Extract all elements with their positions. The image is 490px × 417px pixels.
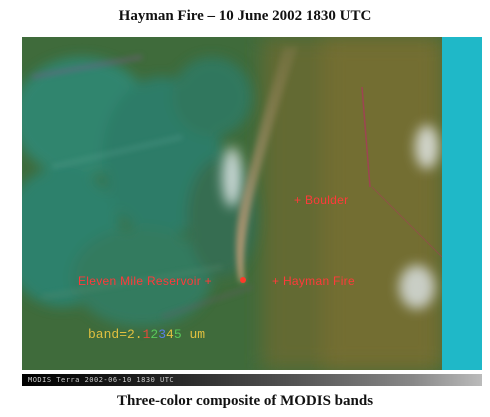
figure-caption: Three-color composite of MODIS bands bbox=[116, 393, 374, 409]
satellite-image-canvas bbox=[22, 37, 482, 370]
label-eleven-mile-reservoir: Eleven Mile Reservoir + bbox=[78, 274, 212, 288]
band-value-5: 5 bbox=[173, 327, 182, 342]
clouds bbox=[222, 125, 439, 309]
boundary-line-2 bbox=[371, 186, 443, 258]
band-prefix: band=2. bbox=[88, 327, 143, 342]
band-label: band=2.12345 um bbox=[88, 327, 205, 342]
satellite-image: + Boulder + Hayman Fire Eleven Mile Rese… bbox=[22, 37, 482, 370]
figure-title: Hayman Fire – 10 June 2002 1830 UTC bbox=[118, 8, 372, 24]
smoke-plume bbox=[236, 47, 298, 282]
right-cyan-strip bbox=[442, 37, 482, 370]
scale-bar-text: MODIS Terra 2002-06-10 1830 UTC bbox=[28, 376, 175, 384]
band-value-4: 4 bbox=[166, 327, 174, 342]
band-value-2: 2 bbox=[150, 327, 159, 342]
boundary-line bbox=[361, 86, 371, 188]
band-value-1: 1 bbox=[142, 327, 151, 342]
mountain-forest bbox=[22, 57, 257, 327]
label-hayman-fire: + Hayman Fire bbox=[272, 274, 355, 288]
terrain-texture bbox=[31, 55, 253, 319]
band-value-3: 3 bbox=[158, 327, 167, 342]
scale-bar: MODIS Terra 2002-06-10 1830 UTC bbox=[22, 374, 482, 386]
label-boulder: + Boulder bbox=[294, 193, 349, 207]
eastern-plains-far bbox=[322, 37, 442, 370]
band-suffix: um bbox=[189, 327, 206, 342]
fire-hotspot bbox=[240, 277, 246, 283]
